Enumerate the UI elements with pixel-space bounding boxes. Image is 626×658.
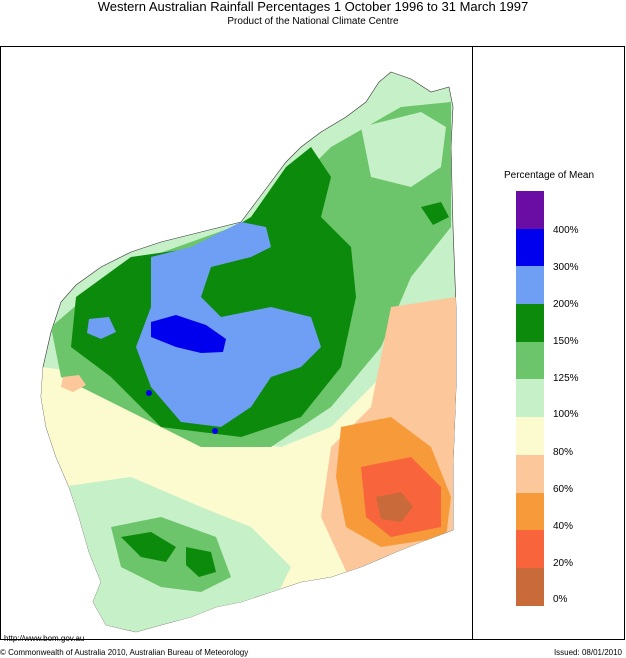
legend-swatch bbox=[516, 379, 544, 418]
zone-0-20-east bbox=[376, 492, 413, 522]
legend-tick: 200% bbox=[553, 299, 579, 310]
legend-tick: 100% bbox=[553, 409, 579, 420]
legend-swatch bbox=[516, 304, 544, 342]
legend-tick: 0% bbox=[553, 594, 568, 605]
legend-tick: 150% bbox=[553, 336, 579, 347]
zone-150-200-north bbox=[421, 202, 449, 225]
zone-150-200-sw bbox=[121, 532, 176, 562]
rainfall-map bbox=[40, 71, 457, 633]
legend-tick: 400% bbox=[553, 225, 579, 236]
legend-colorbar bbox=[516, 191, 544, 606]
legend-tick: 20% bbox=[553, 558, 574, 569]
zone-300-400-spot bbox=[146, 390, 152, 396]
source-url[interactable]: http://www.bom.gov.au bbox=[4, 634, 85, 643]
legend-tick: 40% bbox=[553, 521, 574, 532]
legend-swatch bbox=[516, 266, 544, 305]
legend-title: Percentage of Mean bbox=[503, 170, 595, 181]
zone-300-400 bbox=[151, 315, 226, 353]
zone-200-300 bbox=[136, 222, 321, 427]
legend-swatch bbox=[516, 228, 544, 267]
zone-150-200-sw-2 bbox=[186, 547, 216, 577]
legend-swatch bbox=[516, 492, 544, 531]
map-frame bbox=[0, 46, 625, 640]
zone-200-300-west bbox=[87, 317, 116, 339]
zone-40-60-west bbox=[53, 279, 65, 293]
map-subtitle: Product of the National Climate Centre bbox=[227, 16, 399, 27]
zone-100-125-north bbox=[361, 112, 446, 187]
legend-tick: 60% bbox=[553, 484, 574, 495]
legend-tick: 300% bbox=[553, 262, 579, 273]
legend-tick: 125% bbox=[553, 373, 579, 384]
map-title: Western Australian Rainfall Percentages … bbox=[97, 0, 529, 14]
legend-swatch bbox=[516, 567, 544, 606]
legend-swatch bbox=[516, 341, 544, 380]
legend-swatch bbox=[516, 530, 544, 568]
copyright-note: © Commonwealth of Australia 2010, Austra… bbox=[0, 648, 249, 657]
zone-60-80-west bbox=[61, 375, 86, 392]
issued-date: Issued: 08/01/2010 bbox=[553, 648, 622, 657]
legend-swatch bbox=[516, 454, 544, 493]
legend-swatch bbox=[516, 417, 544, 455]
legend-tick: 80% bbox=[553, 447, 574, 458]
legend-swatch bbox=[516, 191, 544, 229]
zone-300-400-spot-2 bbox=[212, 428, 218, 434]
legend-divider bbox=[472, 46, 473, 640]
